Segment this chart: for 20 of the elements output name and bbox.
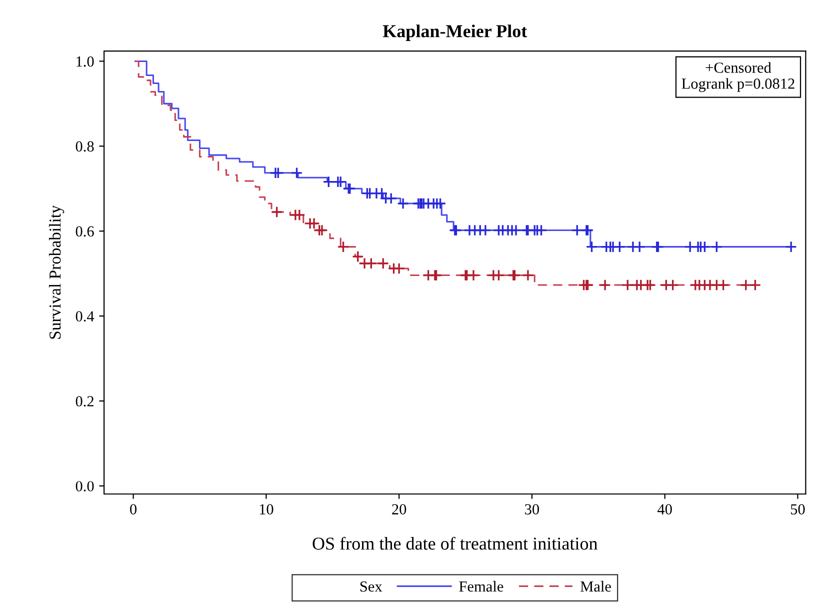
y-tick-label: 0.4 bbox=[76, 311, 94, 322]
y-tick-label: 0.2 bbox=[76, 396, 94, 406]
y-tick-label: 0.0 bbox=[76, 481, 94, 492]
legend-title: Sex bbox=[360, 581, 382, 592]
annotation: +Censored bbox=[706, 62, 772, 73]
legend-label: Male bbox=[580, 580, 611, 592]
x-tick-label: 10 bbox=[260, 504, 274, 514]
y-tick-label: 0.6 bbox=[76, 226, 94, 237]
y-axis-title: Survival Probability bbox=[48, 205, 64, 339]
x-tick-label: 50 bbox=[790, 504, 805, 514]
y-tick-label: 1.0 bbox=[76, 56, 94, 67]
y-tick-label: 0.8 bbox=[76, 141, 94, 152]
x-tick-label: 20 bbox=[392, 504, 406, 514]
x-tick-label: 0 bbox=[130, 504, 137, 514]
chart-title: Kaplan-Meier Plot bbox=[382, 24, 528, 41]
x-tick-label: 30 bbox=[525, 504, 539, 514]
x-tick-label: 40 bbox=[657, 504, 672, 514]
legend-label: Female bbox=[459, 580, 504, 592]
annotation: Logrank p=0.0812 bbox=[682, 78, 794, 92]
x-axis-title: OS from the date of treatment initiation bbox=[312, 536, 598, 550]
